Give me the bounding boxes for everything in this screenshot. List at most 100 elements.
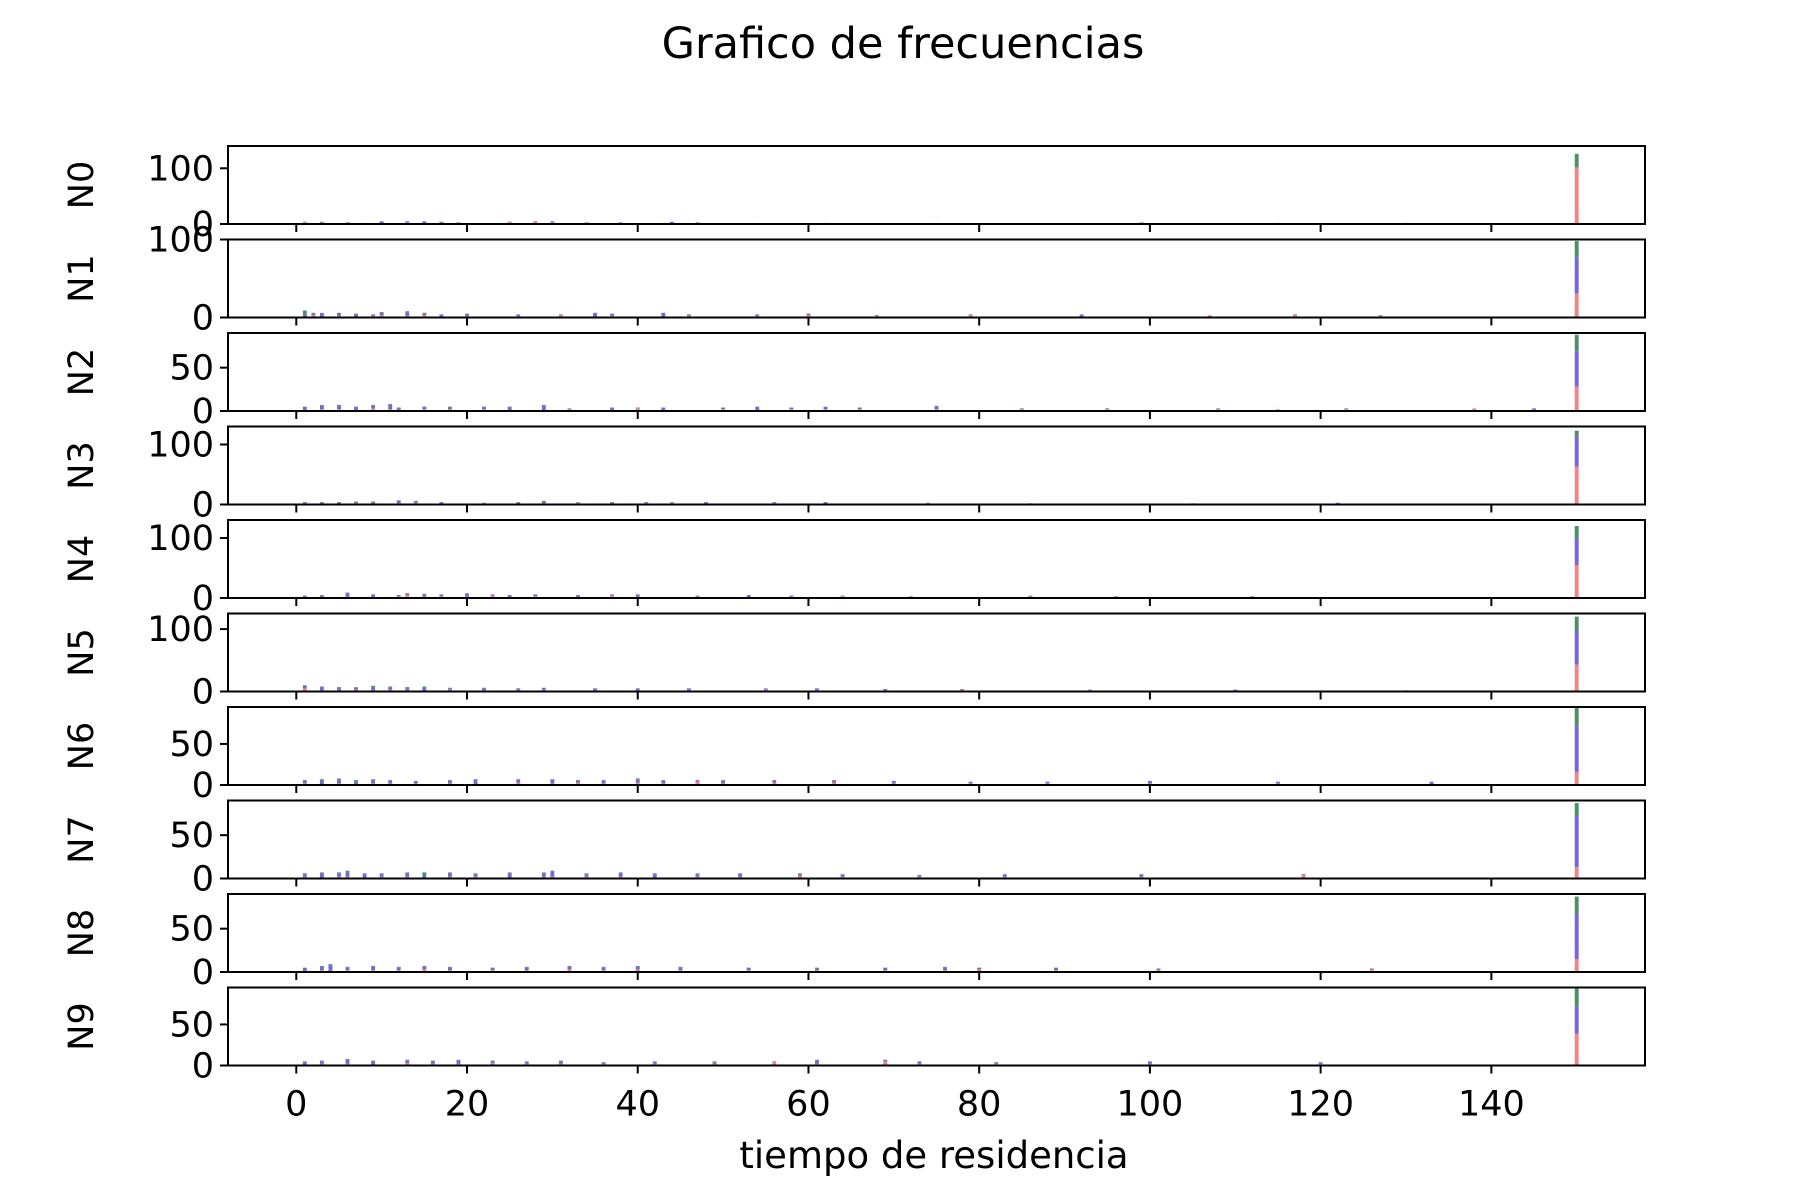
bar-n8-40-s0	[635, 969, 640, 972]
bar-n9-16-s1	[430, 1061, 435, 1064]
bar-n9-31-s2	[558, 1060, 563, 1062]
bar-n5-13-s1	[405, 688, 410, 691]
x-tick-label: 0	[285, 1085, 307, 1125]
bar-n4-47-s2	[695, 595, 700, 597]
bar-n2-62-s1	[823, 406, 828, 410]
bar-n4-72-s1	[908, 596, 913, 597]
bar-n8-23-s1	[490, 968, 495, 971]
bar-n2-18-s1	[447, 407, 452, 410]
bar-n9-23-s0	[490, 1063, 495, 1066]
bar-n5-18-s1	[447, 688, 452, 690]
bar-n4-58-s1	[789, 595, 794, 597]
bar-n8-32-s2	[567, 965, 572, 967]
bar-n2-66-s1	[857, 407, 862, 410]
bar-n3-33-s1	[576, 502, 580, 503]
bar-n5-9-s1	[371, 687, 376, 691]
bar-n9-150-s1	[1574, 1006, 1579, 1034]
y-tick-label: 0	[192, 1047, 214, 1087]
bar-n1-2-s0	[311, 315, 316, 318]
bar-n5-9-s2	[371, 685, 376, 688]
bar-n3-5-s1	[337, 502, 341, 504]
bar-n3-74-s1	[926, 502, 930, 504]
panel-n5: 0 100 N5	[62, 610, 1646, 713]
bar-n4-1-s1	[302, 595, 307, 598]
bar-n5-110-s1	[1233, 689, 1238, 691]
bar-n0-10-s1	[379, 221, 384, 224]
bar-n1-60-s0	[806, 315, 811, 318]
bar-n3-14-s2	[413, 500, 418, 502]
bar-n6-1-s1	[302, 780, 307, 784]
bar-n5-150-s2	[1574, 616, 1579, 631]
bar-n6-36-s2	[601, 780, 606, 781]
bar-n4-3-s2	[319, 595, 324, 596]
panel-n3: 0 100 N3	[62, 425, 1646, 526]
bar-n3-122-s1	[1335, 502, 1340, 504]
bar-n9-3-s2	[319, 1060, 324, 1062]
bar-n9-100-s1	[1147, 1061, 1152, 1064]
bar-n1-2-s1	[311, 313, 316, 316]
bar-n7-118-s1	[1301, 874, 1306, 876]
bar-n9-42-s1	[652, 1061, 657, 1064]
bar-n6-33-s0	[576, 782, 580, 785]
bar-n3-7-s1	[354, 502, 358, 504]
bar-n1-13-s1	[405, 312, 410, 316]
bar-n6-18-s2	[447, 780, 452, 781]
bar-n4-15-s1	[422, 594, 427, 597]
bar-n9-13-s1	[405, 1060, 410, 1064]
bar-n9-19-s2	[456, 1059, 461, 1061]
bar-n8-53-s1	[746, 967, 751, 971]
bar-n9-9-s2	[371, 1060, 376, 1062]
bar-n0-15-s1	[422, 221, 427, 224]
bar-n4-23-s1	[490, 594, 495, 596]
bar-n4-96-s1	[1113, 596, 1118, 597]
y-tick-label: 0	[192, 953, 214, 993]
bar-n9-56-s1	[772, 1061, 777, 1063]
bar-n7-29-s1	[541, 873, 546, 877]
bar-n4-9-s2	[371, 594, 376, 595]
bar-n6-40-s2	[635, 778, 640, 780]
bar-n0-13-s1	[405, 221, 410, 223]
bar-n8-15-s2	[422, 965, 427, 967]
bar-n1-7-s2	[354, 313, 358, 315]
bar-n8-150-s0	[1574, 959, 1579, 972]
bar-n7-29-s2	[541, 872, 546, 874]
y-tick-label: 50	[169, 349, 214, 389]
bar-n6-11-s2	[388, 780, 393, 781]
bar-n3-14-s1	[413, 501, 418, 503]
bar-n8-4-s2	[328, 964, 333, 966]
bar-n3-41-s1	[644, 502, 649, 504]
bar-n4-13-s0	[405, 595, 410, 598]
bar-n1-26-s1	[516, 314, 521, 316]
bar-n7-38-s1	[618, 873, 623, 877]
panel-label-n1: N1	[62, 254, 102, 302]
bar-n2-1-s1	[302, 407, 307, 411]
bar-n6-70-s1	[891, 780, 896, 784]
bar-n7-1-s1	[302, 874, 307, 877]
bar-n4-12-s1	[396, 595, 401, 597]
bar-n6-50-s2	[721, 780, 726, 781]
bar-n8-80-s1	[977, 967, 982, 970]
bar-n8-18-s1	[447, 967, 452, 971]
bar-n6-7-s1	[354, 781, 358, 785]
bar-n1-150-s0	[1574, 293, 1579, 318]
bar-n5-3-s1	[319, 687, 324, 691]
bar-n4-13-s2	[405, 593, 410, 594]
bar-n4-37-s1	[610, 594, 615, 596]
bar-n5-93-s1	[1088, 689, 1093, 691]
bar-n0-15-s2	[422, 221, 427, 222]
bar-n2-85-s1	[1019, 408, 1024, 410]
bar-n0-25-s1	[507, 221, 512, 223]
bar-n8-9-s2	[371, 965, 376, 967]
bar-n2-32-s1	[567, 408, 572, 410]
y-tick-label: 100	[147, 221, 214, 261]
bar-n2-37-s1	[610, 407, 615, 411]
bar-n1-79-s0	[968, 315, 973, 318]
bar-n6-150-s2	[1574, 707, 1579, 726]
bar-n8-12-s1	[396, 967, 401, 971]
bar-n2-18-s2	[447, 406, 452, 408]
bar-n0-150-s0	[1574, 167, 1579, 224]
bar-n6-79-s1	[968, 781, 973, 784]
y-tick-label: 100	[147, 519, 214, 559]
bar-n0-150-s2	[1574, 153, 1579, 168]
bar-n1-15-s0	[422, 315, 427, 318]
